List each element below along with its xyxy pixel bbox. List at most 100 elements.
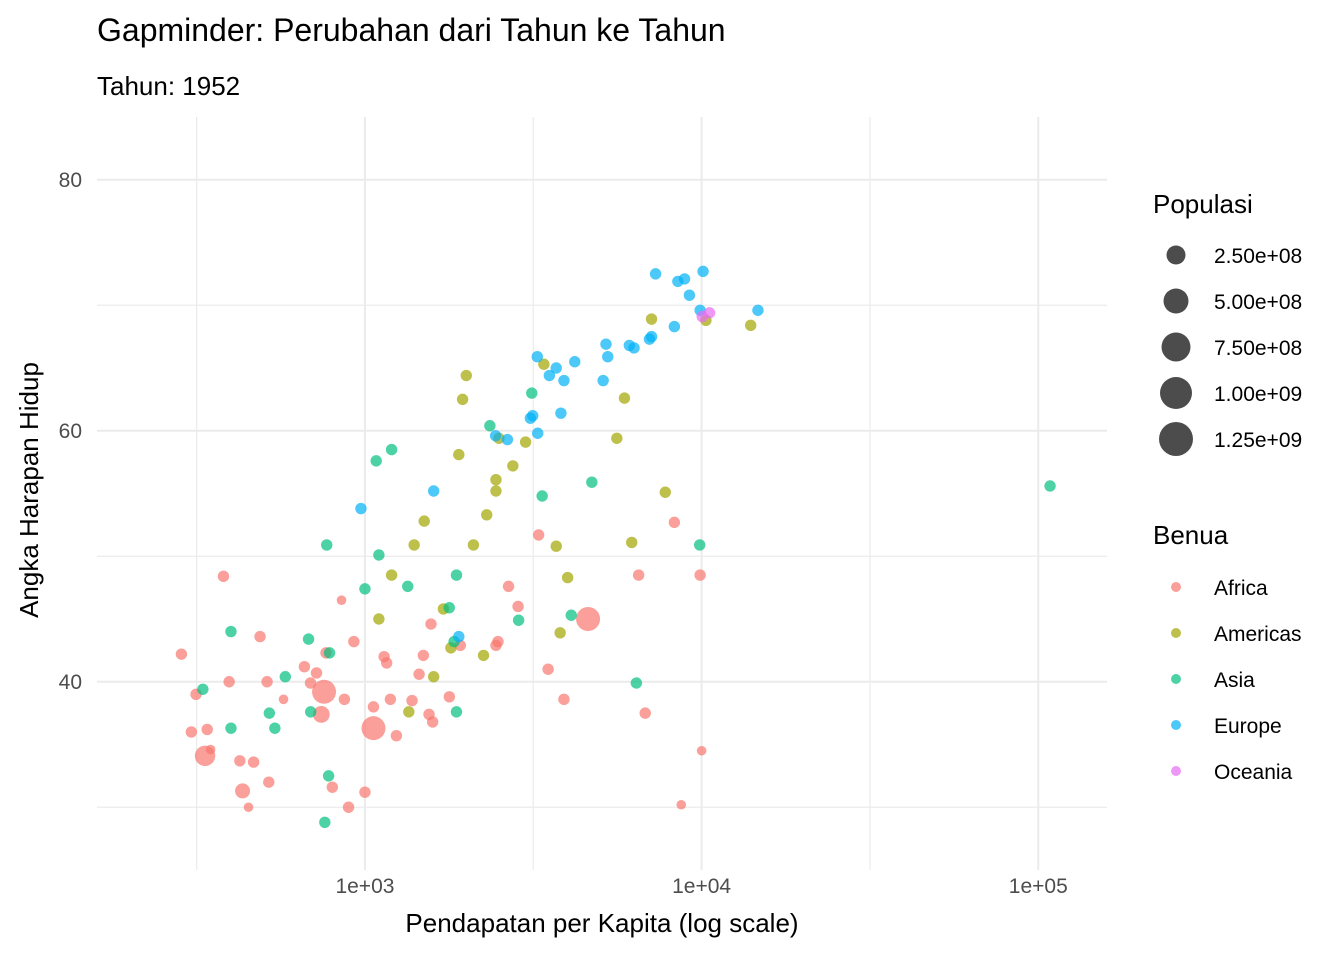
point-asia bbox=[512, 614, 525, 626]
point-africa bbox=[492, 635, 504, 648]
population-legend-key bbox=[1160, 377, 1192, 409]
point-americas bbox=[403, 706, 415, 718]
point-africa bbox=[205, 744, 216, 755]
point-africa bbox=[512, 600, 524, 613]
point-asia bbox=[197, 683, 209, 695]
x-tick-label: 1e+05 bbox=[1009, 875, 1068, 898]
point-africa bbox=[310, 667, 323, 679]
point-asia bbox=[322, 770, 335, 782]
point-africa bbox=[443, 691, 456, 703]
point-europe bbox=[489, 430, 502, 442]
y-tick-label: 80 bbox=[59, 169, 82, 192]
point-asia bbox=[269, 722, 281, 734]
point-europe bbox=[628, 342, 640, 354]
point-americas bbox=[507, 460, 519, 472]
point-oceania bbox=[703, 307, 716, 319]
point-africa bbox=[312, 679, 337, 704]
point-americas bbox=[490, 485, 502, 497]
population-legend-label: 1.25e+09 bbox=[1214, 429, 1302, 452]
point-europe bbox=[532, 427, 544, 439]
point-africa bbox=[234, 755, 246, 767]
point-europe bbox=[752, 304, 764, 316]
point-europe bbox=[558, 374, 570, 387]
point-africa bbox=[235, 783, 251, 799]
point-americas bbox=[554, 627, 566, 639]
point-europe bbox=[697, 265, 709, 278]
point-europe bbox=[683, 289, 696, 301]
point-africa bbox=[201, 723, 213, 736]
point-americas bbox=[481, 509, 493, 521]
point-europe bbox=[453, 630, 465, 643]
point-africa bbox=[632, 569, 645, 581]
point-africa bbox=[185, 726, 198, 738]
point-africa bbox=[367, 701, 380, 713]
population-legend-label: 2.50e+08 bbox=[1214, 245, 1302, 268]
point-africa bbox=[426, 716, 439, 728]
point-americas bbox=[477, 649, 490, 662]
point-americas bbox=[626, 536, 638, 549]
point-europe bbox=[600, 338, 612, 350]
point-americas bbox=[385, 569, 398, 581]
point-americas bbox=[467, 539, 480, 551]
gridlines bbox=[97, 117, 1107, 870]
population-legend-title: Populasi bbox=[1153, 189, 1253, 219]
population-legend-label: 7.50e+08 bbox=[1214, 337, 1302, 360]
point-americas bbox=[519, 436, 532, 448]
point-africa bbox=[342, 801, 355, 813]
point-africa bbox=[263, 776, 275, 788]
point-americas bbox=[418, 515, 430, 527]
point-africa bbox=[502, 580, 515, 593]
point-europe bbox=[597, 374, 609, 387]
point-africa bbox=[336, 595, 347, 605]
point-europe bbox=[649, 268, 662, 280]
point-asia bbox=[279, 671, 292, 683]
point-americas bbox=[460, 369, 472, 382]
continent-legend-title: Benua bbox=[1153, 520, 1229, 550]
point-americas bbox=[373, 613, 385, 625]
point-asia bbox=[263, 707, 276, 719]
point-africa bbox=[312, 705, 330, 723]
point-africa bbox=[380, 657, 393, 669]
population-legend-key bbox=[1159, 422, 1193, 456]
population-legend-key bbox=[1161, 332, 1191, 362]
continent-legend-label: Africa bbox=[1214, 577, 1268, 600]
point-europe bbox=[678, 273, 691, 285]
continent-legend-label: Oceania bbox=[1214, 761, 1293, 784]
point-americas bbox=[618, 392, 631, 404]
continent-legend-label: Europe bbox=[1214, 715, 1282, 738]
continent-legend-key bbox=[1171, 674, 1181, 684]
x-axis-title: Pendapatan per Kapita (log scale) bbox=[405, 908, 798, 938]
point-africa bbox=[425, 618, 437, 630]
point-asia bbox=[319, 816, 331, 829]
point-europe bbox=[501, 433, 514, 446]
continent-legend-label: Americas bbox=[1214, 623, 1302, 646]
point-africa bbox=[304, 677, 317, 689]
point-americas bbox=[611, 432, 623, 444]
point-africa bbox=[175, 648, 188, 660]
point-asia bbox=[302, 633, 315, 645]
point-africa bbox=[298, 660, 311, 673]
point-africa bbox=[417, 649, 430, 662]
point-asia bbox=[385, 443, 398, 456]
point-europe bbox=[550, 362, 562, 374]
point-africa bbox=[558, 693, 570, 706]
point-asia bbox=[586, 476, 598, 488]
continent-legend: Benua Africa Americas Asia Europe Oceania bbox=[1153, 520, 1302, 784]
x-tick-label: 1e+04 bbox=[672, 875, 731, 898]
point-africa bbox=[676, 799, 687, 810]
point-americas bbox=[550, 540, 562, 552]
y-tick-label: 60 bbox=[59, 420, 82, 443]
x-tick-label: 1e+03 bbox=[335, 875, 394, 898]
point-americas bbox=[490, 473, 502, 486]
population-legend-label: 1.00e+09 bbox=[1214, 383, 1302, 406]
point-africa bbox=[639, 707, 651, 719]
point-asia bbox=[323, 647, 336, 659]
point-europe bbox=[602, 351, 614, 363]
chart-subtitle: Tahun: 1952 bbox=[97, 71, 240, 101]
point-africa bbox=[261, 676, 273, 688]
point-americas bbox=[456, 393, 469, 406]
y-axis-ticks: 40 60 80 bbox=[59, 169, 82, 694]
point-asia bbox=[536, 490, 548, 502]
y-axis-title: Angka Harapan Hidup bbox=[14, 362, 44, 618]
